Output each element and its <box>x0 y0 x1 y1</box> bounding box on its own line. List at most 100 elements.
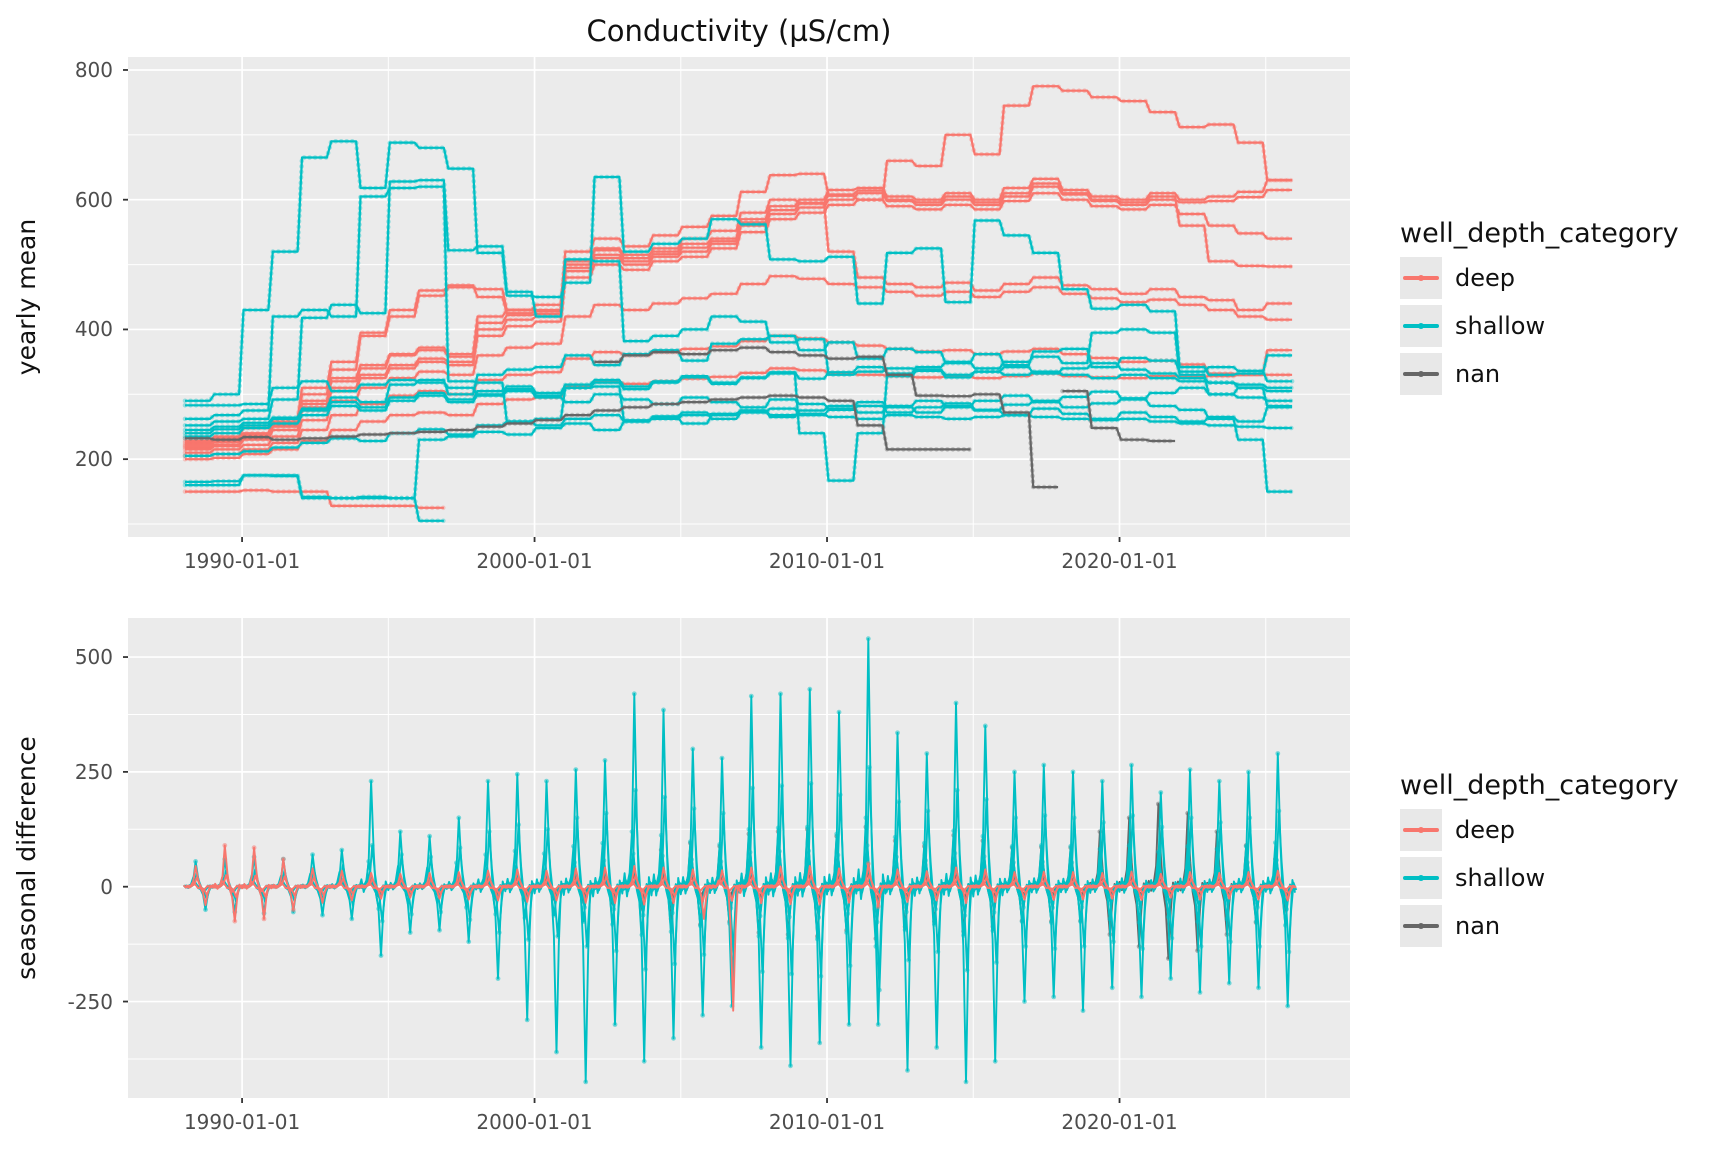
data-point-marker <box>873 944 879 949</box>
series-line-shallow <box>185 386 1293 500</box>
data-point-marker <box>1276 808 1282 814</box>
data-point-marker <box>397 829 403 834</box>
data-point-marker <box>641 1058 647 1064</box>
data-point-marker <box>495 976 501 981</box>
data-point-marker <box>485 778 491 784</box>
data-point-marker <box>466 939 472 945</box>
data-point-marker <box>1185 843 1191 849</box>
data-point-marker <box>581 919 586 924</box>
data-point-marker <box>658 832 664 838</box>
data-point-marker <box>1097 846 1103 852</box>
data-point-marker <box>1039 843 1044 848</box>
legend-entry: nan <box>1400 353 1728 395</box>
legend-key-dot-icon <box>1418 275 1424 281</box>
data-point-marker <box>1070 769 1076 775</box>
data-point-marker <box>526 937 531 942</box>
data-point-marker <box>1246 769 1251 775</box>
data-point-marker <box>932 922 937 927</box>
data-point-marker <box>700 1012 706 1018</box>
data-point-marker <box>1041 762 1047 768</box>
data-point-marker <box>757 913 763 919</box>
data-point-marker <box>863 815 869 821</box>
data-point-marker <box>991 910 997 915</box>
data-point-marker <box>672 961 678 967</box>
legend-entry: nan <box>1400 905 1728 947</box>
data-point-marker <box>379 918 385 924</box>
data-point-marker <box>906 957 911 963</box>
legend-entry-label: shallow <box>1455 312 1546 340</box>
data-point-marker <box>718 859 724 864</box>
data-point-marker <box>349 916 355 922</box>
data-point-marker <box>428 854 434 860</box>
data-point-marker <box>815 936 820 942</box>
data-point-marker <box>516 822 521 828</box>
data-point-marker <box>758 1045 764 1050</box>
data-point-marker <box>1166 914 1171 920</box>
series-line-deep <box>185 182 1293 448</box>
data-point-marker <box>1013 815 1019 821</box>
y-tick-label: 800 <box>74 57 113 82</box>
data-point-marker <box>1011 860 1016 865</box>
data-point-marker <box>1195 919 1200 924</box>
data-point-marker <box>1196 905 1202 910</box>
data-point-marker <box>748 693 754 699</box>
series-line-shallow <box>185 398 1293 493</box>
data-point-marker <box>903 909 909 915</box>
data-point-marker <box>376 906 382 912</box>
x-tick-label: 2010-01-01 <box>768 1110 886 1134</box>
data-point-marker <box>369 843 375 848</box>
data-point-marker <box>454 860 459 866</box>
data-point-marker <box>902 927 908 933</box>
data-point-marker <box>1071 815 1077 821</box>
data-point-marker <box>1101 820 1106 825</box>
legend-entry-label: deep <box>1455 264 1515 292</box>
data-point-marker <box>464 905 469 910</box>
data-point-marker <box>524 1017 530 1023</box>
data-point-marker <box>1130 813 1136 818</box>
data-point-marker <box>874 919 880 925</box>
y-tick-label: 400 <box>74 317 113 342</box>
data-point-marker <box>612 1022 618 1027</box>
data-point-marker <box>1127 859 1133 865</box>
data-point-marker <box>846 1022 852 1027</box>
data-point-marker <box>923 858 928 863</box>
data-point-marker <box>290 907 296 913</box>
data-point-marker <box>1285 1003 1291 1009</box>
data-point-marker <box>844 930 849 935</box>
data-point-marker <box>777 848 782 854</box>
data-point-marker <box>633 787 638 793</box>
data-point-marker <box>816 915 821 920</box>
data-point-marker <box>193 859 198 864</box>
data-point-marker <box>756 933 762 939</box>
y-axis-title-seasonal-difference: seasonal difference <box>12 736 41 980</box>
data-point-marker <box>1284 906 1289 912</box>
data-point-marker <box>662 794 668 800</box>
data-point-marker <box>779 783 785 789</box>
legend-entry: shallow <box>1400 857 1728 899</box>
legend-key-dot-icon <box>1418 923 1424 929</box>
data-point-marker <box>1226 980 1232 986</box>
data-point-marker <box>818 973 824 979</box>
data-point-marker <box>1218 820 1223 825</box>
data-point-marker <box>483 852 489 857</box>
series-line-shallow <box>185 179 1293 427</box>
data-point-marker <box>747 849 753 855</box>
legend-key <box>1400 353 1442 395</box>
data-point-marker <box>1158 790 1164 795</box>
bottom-chart <box>123 618 1350 1103</box>
legend-entry-label: nan <box>1455 912 1501 940</box>
x-tick-label: 2000-01-01 <box>476 549 593 573</box>
data-point-marker <box>719 755 725 761</box>
legend-title: well_depth_category <box>1400 218 1679 249</box>
data-point-marker <box>1137 905 1143 911</box>
data-point-marker <box>1187 767 1193 772</box>
data-point-marker <box>1126 843 1132 848</box>
data-point-marker <box>544 778 549 784</box>
x-tick-label: 1990-01-01 <box>183 1110 301 1134</box>
data-point-marker <box>1273 840 1278 845</box>
series-line-deep <box>185 275 1293 454</box>
data-point-marker <box>427 833 432 839</box>
data-point-marker <box>1253 919 1259 924</box>
data-point-marker <box>895 730 900 736</box>
